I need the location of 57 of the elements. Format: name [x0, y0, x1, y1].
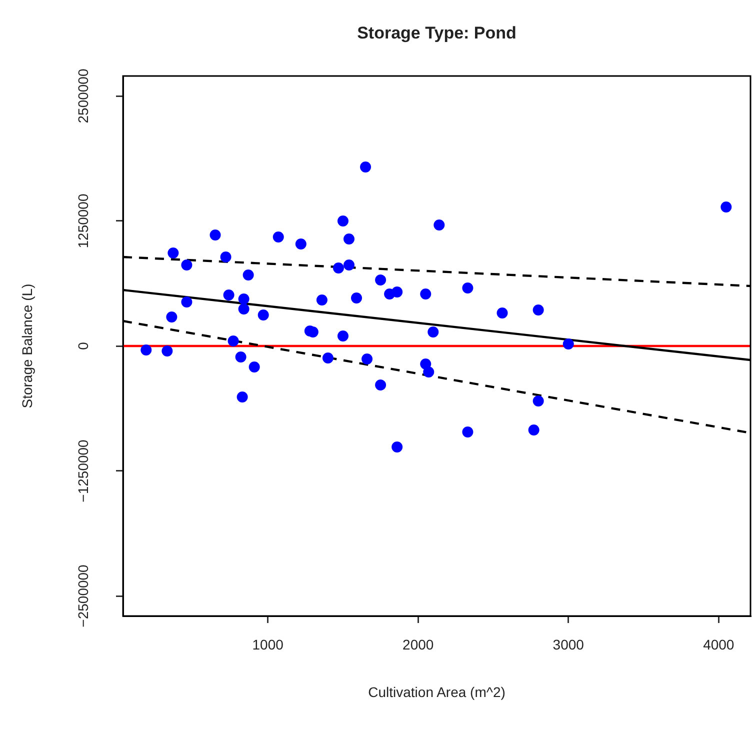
point — [235, 352, 246, 362]
point — [238, 294, 250, 304]
point — [210, 230, 221, 240]
point — [392, 286, 403, 298]
x-tick-label: 3000 — [552, 636, 584, 652]
point — [162, 346, 173, 356]
point — [332, 262, 344, 274]
point — [375, 380, 386, 390]
x-tick-label: 1000 — [252, 636, 284, 652]
point — [181, 296, 192, 308]
point — [360, 162, 372, 172]
point — [362, 354, 373, 364]
point — [181, 260, 192, 270]
point — [295, 238, 306, 250]
point — [258, 310, 269, 320]
y-axis-title: Storage Balance (L) — [18, 284, 35, 408]
y-tick-label: −1250000 — [74, 439, 91, 502]
point — [375, 274, 386, 286]
point — [337, 216, 348, 226]
x-tick-label: 4000 — [703, 636, 734, 652]
point — [238, 304, 250, 314]
point — [420, 288, 432, 300]
x-tick-label: 2000 — [402, 636, 434, 652]
point — [272, 232, 284, 242]
point — [343, 234, 354, 244]
y-tick-label: 0 — [74, 342, 91, 350]
point — [322, 352, 334, 364]
point — [496, 308, 508, 318]
point — [223, 290, 234, 300]
point — [168, 248, 179, 258]
point — [316, 294, 328, 306]
point — [562, 338, 574, 350]
point — [434, 220, 445, 230]
point — [392, 442, 403, 452]
chart-title: Storage Type: Pond — [357, 24, 516, 43]
point — [351, 292, 362, 304]
point — [428, 326, 439, 338]
point — [236, 392, 248, 402]
y-tick-label: 1250000 — [74, 194, 91, 248]
point — [220, 252, 232, 262]
point — [462, 282, 474, 294]
point — [343, 260, 354, 270]
point — [337, 330, 348, 342]
point — [248, 362, 260, 372]
point — [242, 270, 254, 280]
point — [532, 304, 544, 316]
point — [528, 424, 540, 436]
x-axis-title: Cultivation Area (m^2) — [368, 684, 506, 700]
point — [228, 336, 239, 346]
point — [720, 202, 732, 212]
point — [423, 366, 434, 378]
point — [462, 426, 474, 438]
point — [166, 312, 178, 322]
y-tick-label: 2500000 — [74, 68, 91, 124]
y-tick-label: −2500000 — [74, 564, 91, 628]
point — [140, 344, 152, 356]
point — [532, 396, 544, 406]
